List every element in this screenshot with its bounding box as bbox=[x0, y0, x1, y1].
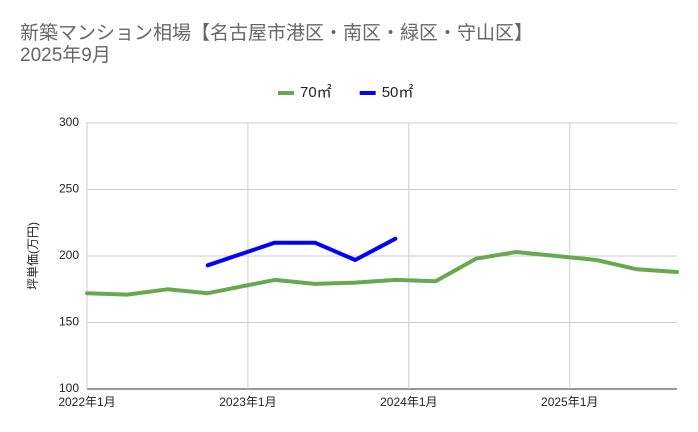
y-tick-label: 100 bbox=[59, 381, 79, 395]
x-tick-label: 2024年1月 bbox=[380, 395, 437, 409]
x-tick-label: 2023年1月 bbox=[219, 395, 276, 409]
x-tick-label: 2022年1月 bbox=[58, 395, 115, 409]
y-tick-label: 150 bbox=[59, 315, 79, 329]
line-series bbox=[205, 236, 398, 268]
chart-subtitle: 2025年9月 bbox=[20, 44, 111, 66]
y-axis-label: 坪単価(万円) bbox=[26, 222, 40, 290]
y-tick-label: 250 bbox=[59, 182, 79, 196]
y-tick-label: 200 bbox=[59, 248, 79, 262]
legend-label: 50㎡ bbox=[382, 84, 414, 101]
y-tick-label: 300 bbox=[59, 115, 79, 129]
x-tick-label: 2025年1月 bbox=[541, 395, 598, 409]
legend-label: 70㎡ bbox=[300, 84, 332, 101]
chart-title: 新築マンション相場【名古屋市港区・南区・緑区・守山区】 bbox=[20, 22, 533, 44]
line-series bbox=[85, 250, 679, 297]
